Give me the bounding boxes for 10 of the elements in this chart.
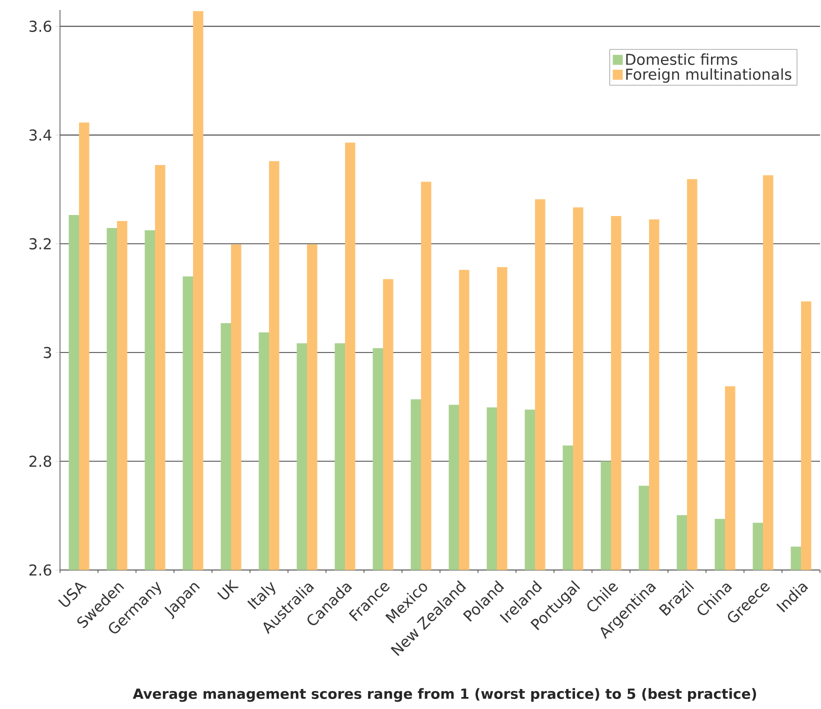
x-tick-label: UK: [217, 579, 239, 600]
y-tick-label: 3.2: [29, 238, 51, 250]
text: Average management scores range from 1 (worst practice) to 5 (best practice): [132, 688, 756, 702]
legend-label: Foreign multinationals: [626, 68, 792, 83]
y-tick-label: 3.6: [29, 20, 52, 32]
y-tick-label: 3: [44, 346, 51, 358]
y-tick-label: 2.6: [29, 564, 52, 576]
legend-label: Domestic firms: [626, 53, 738, 66]
y-tick-label: 3.4: [29, 129, 52, 141]
y-tick-label: 2.8: [29, 456, 52, 467]
